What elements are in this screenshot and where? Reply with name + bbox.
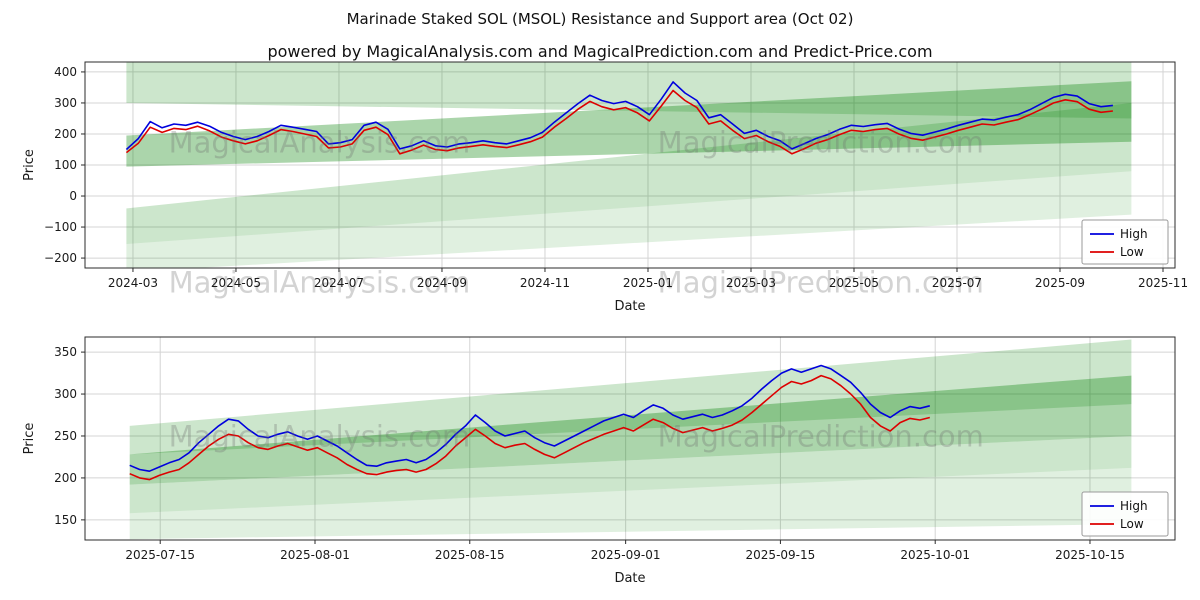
top-chart: MagicalAnalysis.com MagicalPrediction.com… (22, 61, 1188, 314)
x-tick-label: 2025-09 (1035, 276, 1085, 290)
x-tick-label: 2025-10-01 (900, 548, 970, 562)
y-tick-label: −100 (44, 220, 77, 234)
band-polygon (126, 62, 1132, 119)
legend: High Low (1081, 491, 1169, 537)
y-tick-label: 250 (54, 429, 77, 443)
watermark-text: MagicalPrediction.com (658, 266, 984, 300)
band-polygon (126, 171, 1132, 268)
top-chart-subtitle: powered by MagicalAnalysis.com and Magic… (267, 42, 933, 61)
y-tick-label: 200 (54, 471, 77, 485)
y-tick-label: 300 (54, 387, 77, 401)
support-resistance-bands (126, 62, 1132, 268)
x-tick-label: 2025-01 (623, 276, 673, 290)
x-tick-label: 2025-05 (829, 276, 879, 290)
y-tick-label: 150 (54, 513, 77, 527)
x-tick-label: 2025-08-01 (280, 548, 350, 562)
plot-border (84, 336, 1176, 541)
x-tick-label: 2024-05 (211, 276, 261, 290)
legend-label: High (1120, 499, 1148, 513)
x-tick-label: 2025-10-15 (1055, 548, 1125, 562)
x-axis-label: Date (614, 299, 645, 314)
watermark-text: MagicalPrediction.com (658, 126, 984, 160)
y-tick-label: 0 (69, 189, 77, 203)
y-axis: 350 300 250 200 150 (54, 345, 85, 527)
series-line-low (125, 89, 1113, 155)
x-axis: 2024-03 2024-05 2024-07 2024-09 2024-11 2025-… (108, 268, 1188, 290)
x-axis-label: Date (614, 571, 645, 586)
watermark-text: MagicalAnalysis.com (169, 266, 471, 300)
legend-label: Low (1120, 517, 1144, 531)
y-tick-label: 350 (54, 345, 77, 359)
y-tick-label: −200 (44, 251, 77, 265)
watermark-text: MagicalAnalysis.com (169, 420, 471, 454)
series-line-high (125, 81, 1113, 151)
watermark-text: MagicalPrediction.com (658, 420, 984, 454)
series-line-high (129, 364, 930, 472)
x-tick-label: 2024-11 (520, 276, 570, 290)
y-tick-label: 200 (54, 127, 77, 141)
x-tick-label: 2025-07 (932, 276, 982, 290)
y-tick-label: 400 (54, 65, 77, 79)
watermarks: MagicalAnalysis.com MagicalPrediction.com… (169, 126, 984, 300)
legend-label: High (1120, 227, 1148, 241)
band-polygon (126, 103, 1132, 245)
bottom-chart: MagicalAnalysis.com MagicalPrediction.com… (22, 336, 1176, 586)
x-tick-label: 2025-11 (1138, 276, 1188, 290)
x-tick-label: 2025-03 (726, 276, 776, 290)
legend-label: Low (1120, 245, 1144, 259)
x-tick-label: 2025-07-15 (125, 548, 195, 562)
y-axis: 400 300 200 100 0 −100 −200 (44, 65, 85, 265)
series-line-low (129, 374, 930, 481)
plot-area (85, 337, 1175, 540)
band-polygon (129, 436, 1132, 514)
y-tick-label: 100 (54, 158, 77, 172)
band-polygon (129, 339, 1132, 455)
figure-title: Marinade Staked SOL (MSOL) Resistance an… (346, 10, 854, 28)
x-tick-label: 2025-08-15 (435, 548, 505, 562)
x-tick-label: 2025-09-01 (591, 548, 661, 562)
x-axis: 2025-07-15 2025-08-01 2025-08-15 2025-09-01… (125, 540, 1125, 562)
x-tick-label: 2024-07 (314, 276, 364, 290)
watermarks: MagicalAnalysis.com MagicalPrediction.com (169, 420, 984, 454)
gridlines (85, 337, 1175, 540)
band-polygon (126, 81, 1132, 167)
watermark-text: MagicalAnalysis.com (169, 126, 471, 160)
y-axis-label: Price (22, 423, 37, 455)
legend: High Low (1081, 219, 1169, 265)
band-polygon (129, 467, 1132, 540)
y-axis-label: Price (22, 149, 37, 181)
x-tick-label: 2025-09-15 (746, 548, 816, 562)
x-tick-label: 2024-09 (417, 276, 467, 290)
y-tick-label: 300 (54, 96, 77, 110)
x-tick-label: 2024-03 (108, 276, 158, 290)
